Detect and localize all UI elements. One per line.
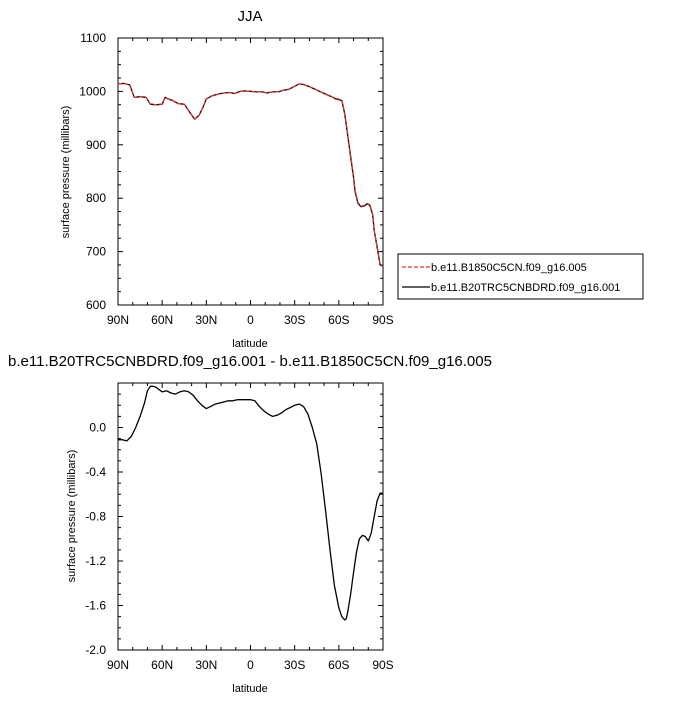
lower-x-tick-label: 30N (195, 658, 217, 672)
lower-y-tick-label: 0.0 (89, 421, 106, 435)
legend-label-experiment: b.e11.B20TRC5CNBDRD.f09_g16.001 (431, 282, 620, 294)
upper-series-line-0 (117, 82, 384, 267)
upper-series-line-1 (117, 82, 384, 267)
lower-y-tick-label: -1.2 (85, 554, 106, 568)
lower-y-tick-label: -0.4 (85, 465, 106, 479)
lower-x-tick-label: 60N (151, 658, 173, 672)
lower-plot-title: b.e11.B20TRC5CNBDRD.f09_g16.001 - b.e11.… (8, 353, 492, 370)
lower-y-tick-label: -0.8 (85, 510, 106, 524)
lower-y-tick-label: -1.6 (85, 599, 106, 613)
lower-y-axis-label: surface pressure (millibars) (66, 450, 78, 583)
upper-y-tick-label: 600 (86, 298, 106, 312)
lower-y-tick-label: -2.0 (85, 643, 106, 657)
upper-series (117, 82, 384, 267)
upper-plot-frame (117, 37, 384, 306)
lower-x-axis-label: latitude (232, 683, 267, 695)
lower-x-tick-label: 0 (247, 658, 254, 672)
legend-label-control: b.e11.B1850C5CN.f09_g16.005 (431, 262, 587, 274)
lower-axes: 90N 60N 30N 0 30S 60S 90S 0.0 -0.4 -0.8 -1.2 -1.6 -2… (85, 382, 394, 672)
upper-y-tick-label: 800 (86, 191, 106, 205)
lower-x-tick-label: 60S (328, 658, 349, 672)
upper-x-tick-label: 60S (328, 313, 349, 327)
upper-x-tick-label: 30S (284, 313, 305, 327)
lower-x-tick-label: 30S (284, 658, 305, 672)
upper-y-tick-label: 1000 (79, 84, 106, 98)
legend: b.e11.B1850C5CN.f09_g16.005 b.e11.B20TRC… (397, 253, 644, 300)
upper-x-tick-label: 0 (247, 313, 254, 327)
upper-plot: JJA 90N 60N 30N 0 30S 60S 90S 600 700 800 900 1000 1… (60, 8, 394, 350)
upper-y-tick-label: 700 (86, 245, 106, 259)
lower-x-tick-label: 90S (372, 658, 393, 672)
upper-x-tick-label: 30N (195, 313, 217, 327)
lower-plot-frame (117, 382, 384, 651)
lower-x-tick-label: 90N (107, 658, 129, 672)
upper-y-tick-label: 900 (86, 138, 106, 152)
lower-plot: b.e11.B20TRC5CNBDRD.f09_g16.001 - b.e11.… (8, 353, 492, 695)
upper-x-axis-label: latitude (232, 338, 267, 350)
upper-x-tick-label: 60N (151, 313, 173, 327)
upper-x-tick-label: 90S (372, 313, 393, 327)
lower-series (118, 385, 383, 621)
upper-x-tick-label: 90N (107, 313, 129, 327)
upper-y-axis-label: surface pressure (millibars) (60, 106, 72, 239)
legend-box (397, 253, 644, 300)
upper-plot-title: JJA (237, 8, 262, 25)
upper-axes: 90N 60N 30N 0 30S 60S 90S 600 700 800 900 1000 1100 (79, 31, 393, 327)
lower-series-line-0 (118, 385, 383, 621)
upper-y-tick-label: 1100 (80, 31, 106, 45)
